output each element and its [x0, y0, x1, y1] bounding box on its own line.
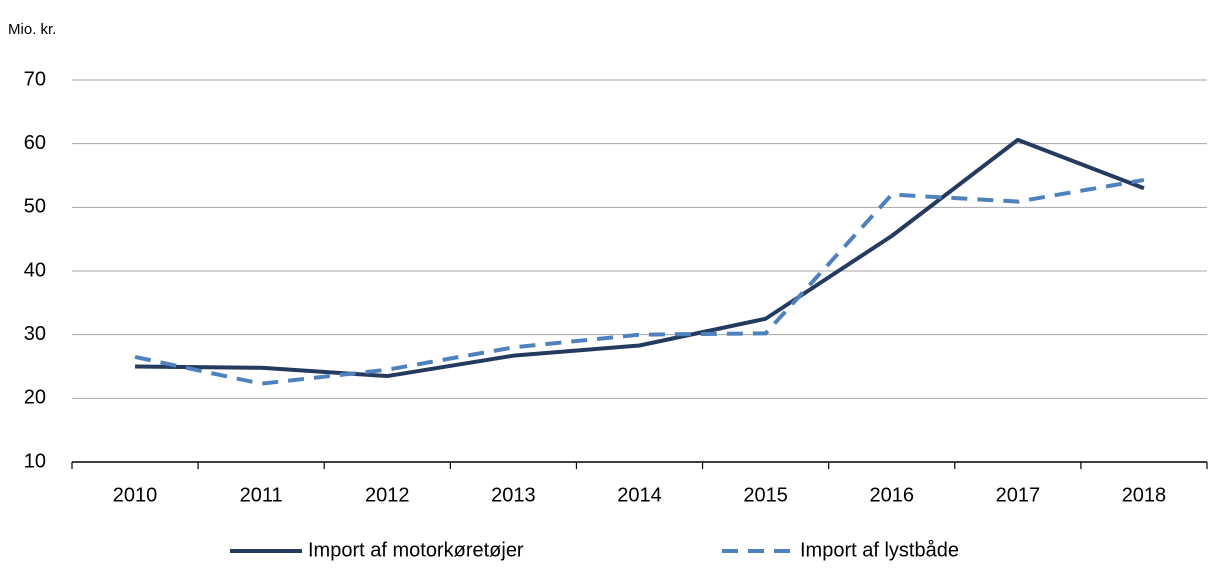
line-series [135, 137, 1145, 379]
y-axis-label: Mio. kr. [8, 21, 56, 38]
y-tick-label: 30 [24, 323, 46, 345]
legend-label: Import af motorkøretøjer [308, 539, 524, 561]
x-tick-label: 2018 [1122, 484, 1167, 506]
x-tick-label: 2014 [617, 484, 662, 506]
y-tick-label: 10 [24, 450, 46, 472]
x-tick-label: 2010 [113, 484, 158, 506]
y-tick-label: 40 [24, 259, 46, 281]
x-tick-label: 2016 [869, 484, 914, 506]
line-series [134, 177, 1145, 386]
x-tick-label: 2011 [240, 484, 283, 506]
y-tick-label: 50 [24, 196, 46, 218]
x-tick-label: 2015 [743, 484, 788, 506]
x-tick-label: 2012 [365, 484, 410, 506]
y-tick-label: 60 [24, 132, 46, 154]
x-tick-label: 2013 [491, 484, 536, 506]
y-tick-label: 20 [24, 387, 46, 409]
legend-label: Import af lystbåde [800, 539, 959, 561]
y-tick-label: 70 [24, 68, 46, 90]
x-tick-label: 2017 [996, 484, 1041, 506]
